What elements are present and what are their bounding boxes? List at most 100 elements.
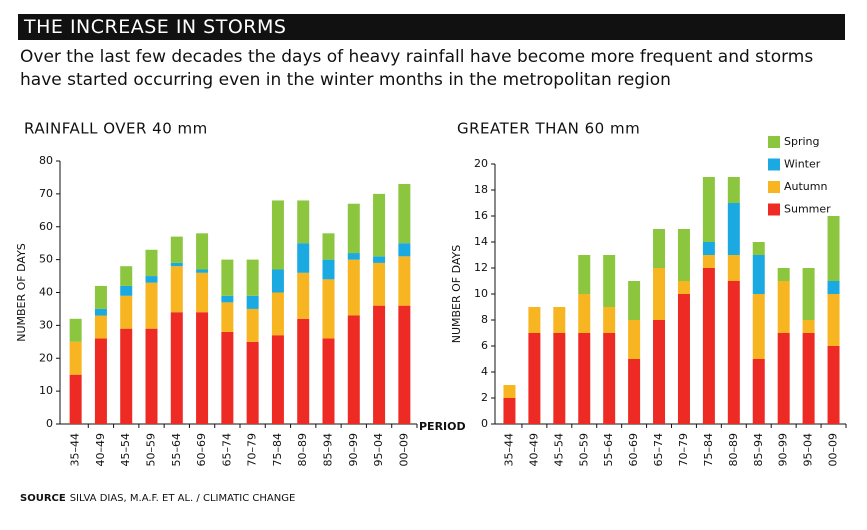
bar-segment [271,335,284,424]
bar-segment [94,285,107,309]
bar-segment [702,255,715,268]
bar-segment [752,294,765,359]
bar-segment [628,359,641,424]
bar-segment [802,268,815,320]
bar-segment [777,281,790,333]
bar-segment [196,272,209,313]
bar-segment [528,333,541,424]
y-tick-label: 4 [481,365,488,378]
bar-segment [628,320,641,359]
bar-segment [677,229,690,281]
bar-segment [702,268,715,424]
bar-segment [702,177,715,242]
y-axis-label: NUMBER OF DAYS [450,245,463,344]
bar-segment [322,259,335,280]
legend-label: Autumn [784,180,827,193]
bar-segment [246,341,259,424]
bar-segment [603,255,616,307]
x-tick-label: 50–59 [577,433,590,467]
y-tick-label: 6 [481,339,488,352]
bar-segment [94,338,107,424]
bar-segment [297,318,310,424]
chart-title: RAINFALL OVER 40 mm [24,120,208,138]
bar-segment [553,307,566,333]
charts: RAINFALL OVER 40 mm NUMBER OF DAYS PERIOD 0… [15,120,847,467]
bar-segment [677,281,690,294]
y-tick-label: 70 [39,187,53,200]
bar-segment [271,200,284,270]
bar-segment [373,256,386,263]
bar-segment [170,236,183,263]
bar-segment [347,259,360,316]
x-tick-label: 90–99 [347,433,360,467]
x-tick-label: 80–89 [296,433,309,467]
bar-segment [297,272,310,319]
bar-segment [752,255,765,294]
y-tick-label: 0 [481,417,488,430]
bar-segment [752,359,765,424]
bar-segment [398,184,411,244]
y-tick-label: 50 [39,253,53,266]
bar-segment [120,285,133,296]
bar-segment [196,312,209,424]
x-tick-label: 40–49 [527,433,540,467]
x-tick-label: 75–84 [271,433,284,467]
y-tick-label: 2 [481,391,488,404]
bar-segment [170,266,183,313]
subtitle: Over the last few decades the days of he… [20,47,814,90]
bar-segment [246,308,259,342]
legend-swatch [768,181,780,193]
x-tick-label: 95–04 [802,433,815,467]
x-tick-label: 60–69 [627,433,640,467]
legend-label: Winter [784,158,821,171]
bar-segment [221,259,234,296]
x-tick-label: 35–44 [69,433,82,467]
bar-segment [578,255,591,294]
source-label: SOURCE [20,493,66,504]
bar-segment [246,295,259,309]
bar-segment [777,268,790,281]
bar-segment [827,281,840,294]
legend-label: Spring [784,135,820,148]
y-tick-label: 0 [46,417,53,430]
x-tick-label: 80–89 [727,433,740,467]
bar-segment [94,308,107,316]
y-tick-label: 10 [39,384,53,397]
bar-segment [322,233,335,260]
bar-segment [69,341,82,375]
bar-segment [398,243,411,257]
x-tick-label: 40–49 [94,433,107,467]
bar-segment [578,333,591,424]
bar-segment [802,333,815,424]
y-tick-label: 8 [481,313,488,326]
bar-segment [373,262,386,306]
source-text: SILVA DIAS, M.A.F. ET AL. / CLIMATIC CHA… [69,493,296,504]
bar-segment [322,279,335,339]
bar-segment [170,262,183,267]
legend-swatch [768,136,780,148]
bar-segment [297,243,310,273]
bar-segment [727,203,740,255]
bar-segment [727,177,740,203]
bar-segment [69,318,82,342]
y-tick-label: 40 [39,286,53,299]
x-tick-label: 60–69 [195,433,208,467]
bar-segment [271,292,284,336]
x-tick-label: 70–79 [677,433,690,467]
y-tick-label: 10 [474,287,488,300]
bar-segment [628,281,641,320]
bar-segment [827,294,840,346]
x-tick-label: 75–84 [702,433,715,467]
bar-segment [120,295,133,329]
bar-segment [170,312,183,424]
x-tick-label: 00–09 [827,433,840,467]
bar-segment [727,281,740,424]
y-tick-label: 60 [39,220,53,233]
x-tick-label: 45–54 [552,433,565,467]
x-tick-label: 55–64 [170,433,183,467]
bar-segment [145,282,158,329]
bar-segment [603,307,616,333]
y-tick-label: 20 [39,351,53,364]
header-title: THE INCREASE IN STORMS [18,14,845,40]
bar-segment [603,333,616,424]
